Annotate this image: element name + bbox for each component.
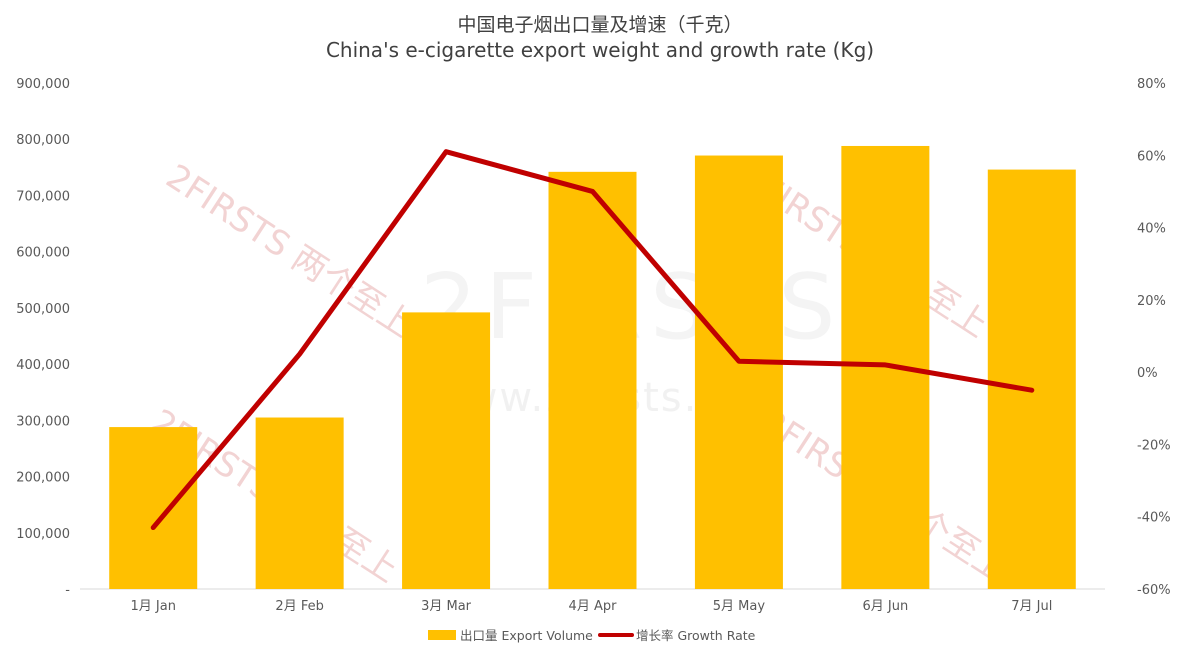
bar-series — [109, 145, 1076, 590]
bar — [255, 417, 344, 589]
legend: 出口量 Export Volume 增长率 Growth Rate — [428, 628, 756, 643]
y-left-tick-label: 100,000 — [16, 527, 70, 542]
x-axis: 1月 Jan 2月 Feb 3月 Mar 4月 Apr 5月 May 6月 Jun 7月 J… — [130, 599, 1052, 614]
growth-rate-point — [299, 353, 301, 355]
y-left-tick-label: 800,000 — [16, 133, 70, 148]
chart-title: 中国电子烟出口量及增速（千克） — [457, 14, 743, 36]
y-right-axis: -60% -40% -20% 0% 20% 40% 60% 80% — [1137, 77, 1171, 598]
y-right-tick-label: 40% — [1137, 222, 1166, 237]
y-right-tick-label: -20% — [1137, 438, 1171, 453]
y-left-tick-label: 600,000 — [16, 246, 70, 261]
y-left-tick-label: 700,000 — [16, 189, 70, 204]
y-right-tick-label: -60% — [1137, 583, 1171, 598]
growth-rate-point — [445, 151, 447, 153]
y-left-tick-label: 200,000 — [16, 471, 70, 486]
x-tick-label: 2月 Feb — [275, 599, 323, 614]
bar — [987, 169, 1076, 590]
y-right-tick-label: 60% — [1137, 149, 1166, 164]
bar — [402, 312, 491, 589]
y-left-tick-label: 900,000 — [16, 77, 70, 92]
growth-rate-point — [1031, 389, 1033, 391]
bar — [109, 427, 198, 589]
legend-label-bar: 出口量 Export Volume — [460, 628, 593, 643]
x-tick-label: 5月 May — [713, 599, 766, 614]
growth-rate-point — [738, 360, 740, 362]
bar — [548, 171, 637, 589]
x-tick-label: 7月 Jul — [1011, 599, 1052, 614]
y-left-tick-label: 500,000 — [16, 302, 70, 317]
growth-rate-point — [884, 364, 886, 366]
x-tick-label: 4月 Apr — [569, 599, 618, 614]
chart-subtitle: China's e-cigarette export weight and gr… — [325, 38, 875, 62]
bar — [694, 155, 783, 589]
bar — [841, 145, 930, 590]
y-right-tick-label: 20% — [1137, 294, 1166, 309]
y-left-axis: - 100,000 200,000 300,000 400,000 500,000 600,… — [16, 77, 70, 598]
y-left-tick-label: 400,000 — [16, 358, 70, 373]
growth-rate-point — [152, 527, 154, 529]
legend-label-line: 增长率 Growth Rate — [636, 628, 756, 643]
line-series — [150, 149, 1035, 531]
x-tick-label: 6月 Jun — [862, 599, 908, 614]
x-tick-label: 3月 Mar — [421, 599, 472, 614]
y-left-tick-label: - — [65, 583, 70, 598]
x-tick-label: 1月 Jan — [130, 599, 175, 614]
y-right-tick-label: -40% — [1137, 511, 1171, 526]
y-right-tick-label: 0% — [1137, 366, 1158, 381]
y-right-tick-label: 80% — [1137, 77, 1166, 92]
legend-swatch-bar — [428, 630, 456, 640]
growth-rate-point — [592, 190, 593, 192]
y-left-tick-label: 300,000 — [16, 414, 70, 429]
